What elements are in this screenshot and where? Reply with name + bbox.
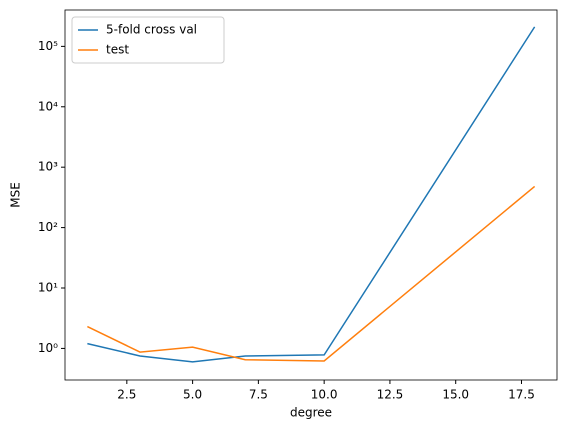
x-tick-label: 12.5 bbox=[377, 388, 404, 402]
legend-box bbox=[71, 16, 225, 64]
legend-label: 5-fold cross val bbox=[106, 23, 197, 37]
x-tick-label: 10.0 bbox=[311, 388, 338, 402]
x-tick-label: 17.5 bbox=[508, 388, 535, 402]
x-tick-label: 15.0 bbox=[442, 388, 469, 402]
plot-frame bbox=[64, 9, 558, 381]
x-axis-label: degree bbox=[290, 406, 332, 420]
series-line bbox=[87, 26, 536, 363]
y-tick-label: 10¹ bbox=[38, 281, 58, 295]
y-tick-label: 10⁵ bbox=[38, 39, 58, 53]
y-axis-label: MSE bbox=[9, 182, 23, 208]
y-tick-label: 10³ bbox=[38, 160, 58, 174]
y-tick-label: 10² bbox=[38, 220, 58, 234]
x-tick-label: 2.5 bbox=[117, 388, 136, 402]
x-tick-label: 7.5 bbox=[249, 388, 268, 402]
series-line bbox=[87, 185, 536, 362]
legend-label: test bbox=[106, 43, 129, 57]
y-tick-label: 10⁴ bbox=[38, 99, 58, 113]
y-tick-label: 10⁰ bbox=[38, 341, 58, 355]
x-tick-label: 5.0 bbox=[183, 388, 202, 402]
